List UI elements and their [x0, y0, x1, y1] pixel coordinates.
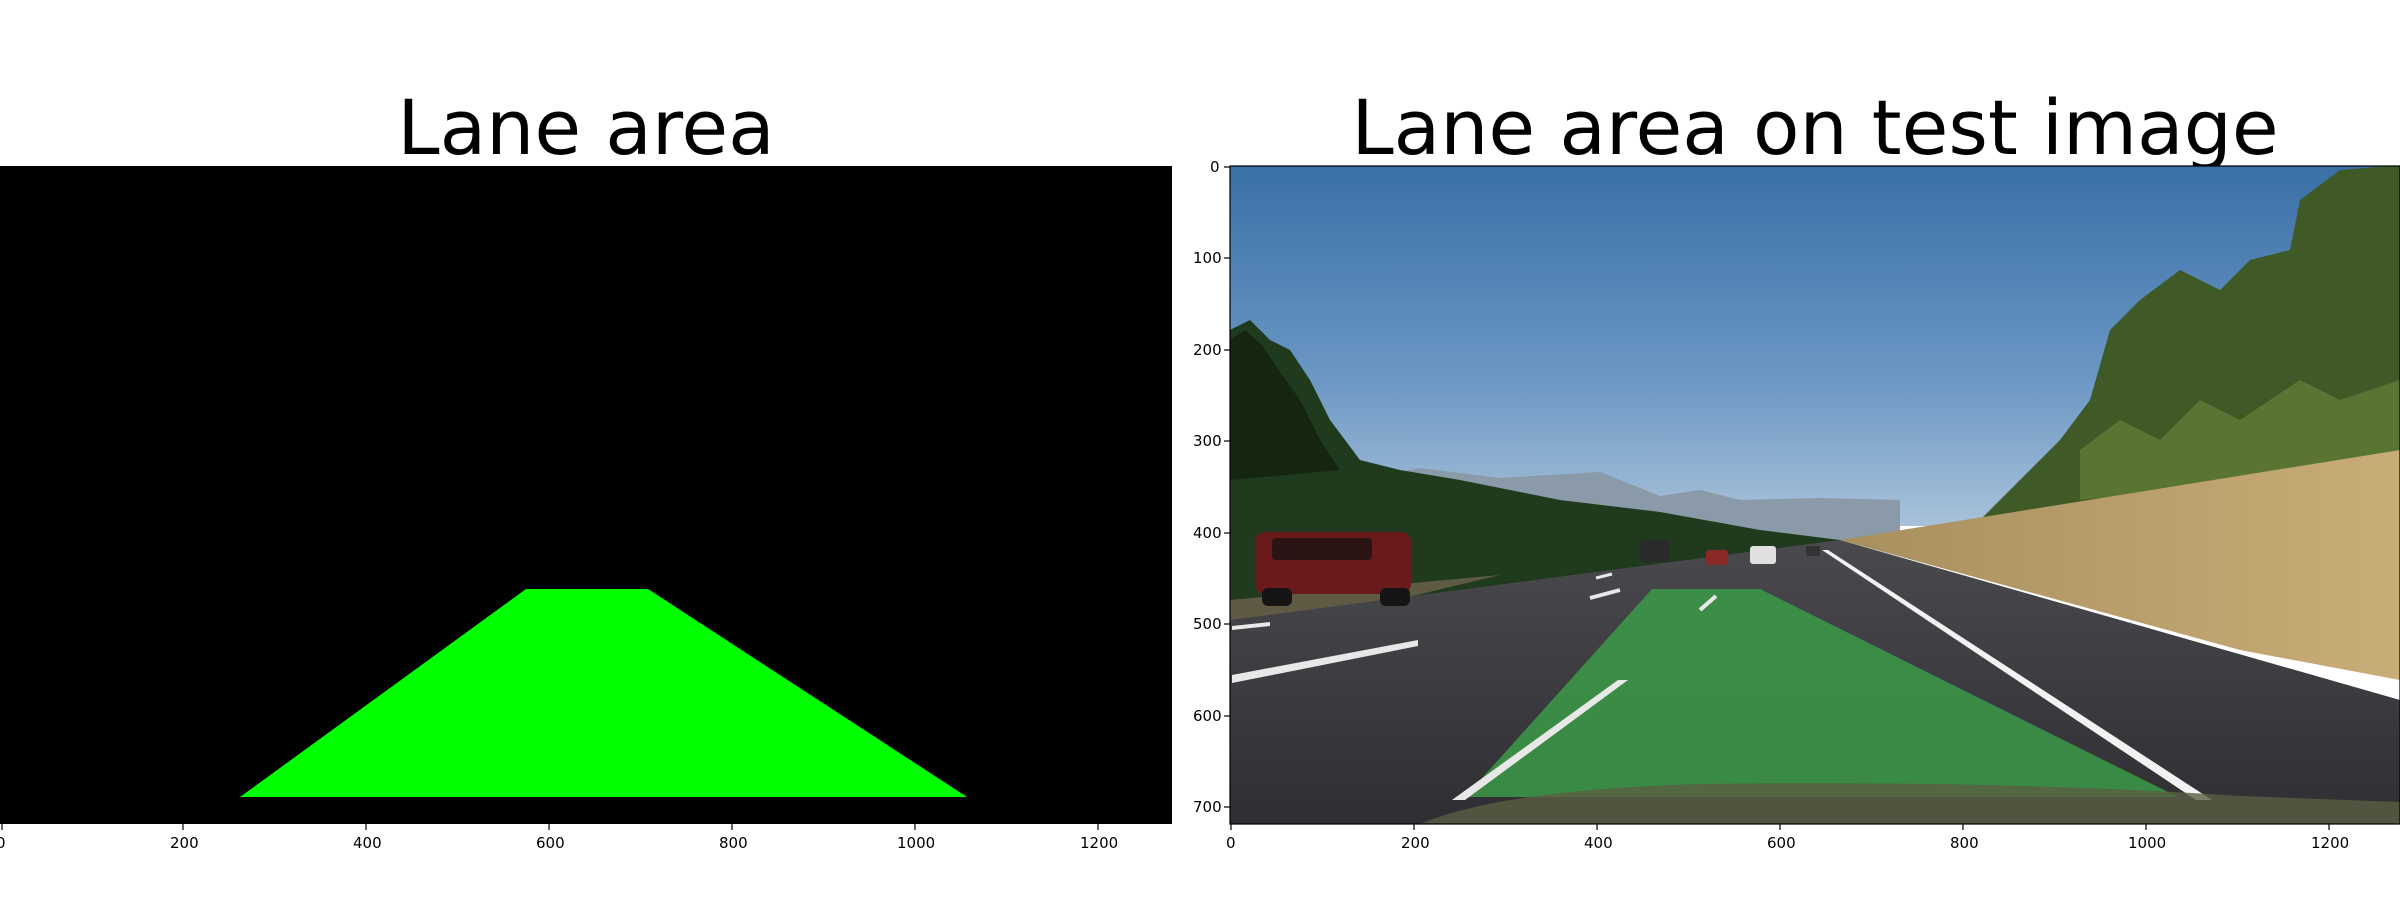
right-y-axis — [1224, 166, 1230, 808]
left-x-tick-600: 600 — [536, 834, 565, 852]
left-trees-dark — [1230, 330, 1340, 480]
right-x-tick-800: 800 — [1950, 834, 1979, 852]
right-x-tick-1200: 1200 — [2311, 834, 2350, 852]
right-y-tick-200: 200 — [1193, 341, 1222, 359]
left-x-tick-1000: 1000 — [897, 834, 936, 852]
right-y-tick-600: 600 — [1193, 707, 1222, 725]
dash-marking-2 — [1698, 594, 1718, 612]
right-y-tick-100: 100 — [1193, 249, 1222, 267]
right-panel-title: Lane area on test image — [1351, 83, 2279, 172]
right-y-tick-500: 500 — [1193, 615, 1222, 633]
left-x-axis — [1, 824, 1099, 830]
left-image — [0, 166, 1172, 824]
right-lane-marking — [1822, 550, 2212, 800]
right-y-tick-400: 400 — [1193, 524, 1222, 542]
right-shoulder-grass — [1840, 450, 2400, 680]
dash-marking-1 — [1589, 588, 1621, 600]
right-x-tick-0: 0 — [1226, 834, 1236, 852]
right-y-tick-300: 300 — [1193, 432, 1222, 450]
right-x-tick-400: 400 — [1584, 834, 1613, 852]
dash-marking-3 — [1595, 572, 1613, 580]
car-hood — [1420, 783, 2400, 824]
right-x-tick-1000: 1000 — [2128, 834, 2167, 852]
right-x-axis — [1230, 824, 2330, 830]
distant-car-3 — [1750, 546, 1776, 564]
left-panel-title: Lane area — [397, 83, 775, 172]
lane-overlay — [1465, 589, 2178, 797]
red-car — [1255, 532, 1411, 606]
distant-car-2 — [1706, 550, 1728, 565]
right-y-tick-0: 0 — [1210, 158, 1220, 176]
lane-area-polygon — [240, 589, 967, 797]
left-x-tick-800: 800 — [719, 834, 748, 852]
right-x-tick-200: 200 — [1401, 834, 1430, 852]
far-left-marking-2 — [1232, 622, 1270, 630]
right-image — [1230, 166, 2400, 824]
left-x-tick-400: 400 — [353, 834, 382, 852]
right-x-tick-600: 600 — [1767, 834, 1796, 852]
right-axes-frame — [1229, 165, 2400, 825]
left-x-tick-200: 200 — [170, 834, 199, 852]
left-x-tick-1200: 1200 — [1080, 834, 1119, 852]
far-left-marking — [1232, 640, 1418, 683]
left-trees — [1230, 320, 1840, 600]
distant-car-1 — [1640, 540, 1670, 562]
distant-car-4 — [1806, 546, 1820, 556]
right-y-tick-700: 700 — [1193, 798, 1222, 816]
left-x-tick-0: 0 — [0, 834, 6, 852]
left-lane-marking — [1452, 680, 1628, 800]
